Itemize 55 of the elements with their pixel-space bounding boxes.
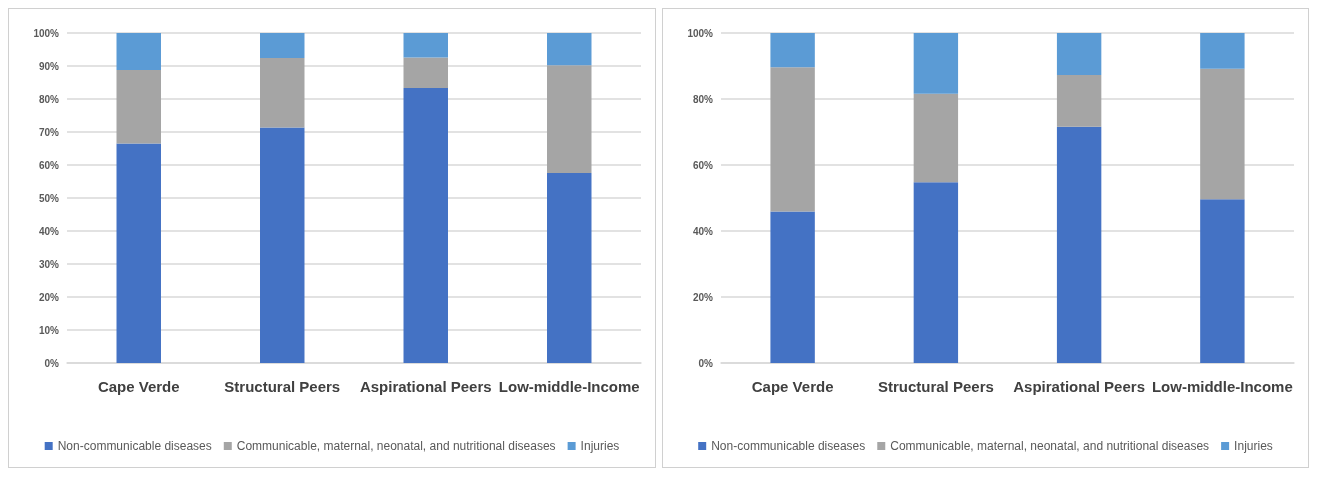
legend-label: Injuries [580, 439, 620, 453]
bar [770, 67, 815, 212]
bar [913, 182, 959, 363]
bar [770, 211, 815, 363]
y-tick-label: 50% [38, 192, 60, 204]
legend-label: Communicable, maternal, neonatal, and nutritional diseases [236, 439, 556, 453]
bar [770, 33, 815, 68]
bar [116, 69, 161, 144]
bar [1056, 126, 1102, 363]
y-tick-label: 0% [44, 357, 60, 369]
bar [260, 58, 305, 128]
y-tick-label: 40% [692, 225, 714, 237]
y-tick-label: 100% [33, 27, 60, 39]
legend-label: Communicable, maternal, neonatal, and nutritional diseases [890, 439, 1210, 453]
y-tick-label: 60% [692, 159, 714, 171]
x-tick-label: Aspirational Peers [1013, 378, 1145, 395]
bar [913, 93, 959, 183]
y-tick-label: 80% [692, 93, 714, 105]
bar [1056, 33, 1102, 75]
y-tick-label: 60% [38, 159, 60, 171]
legend-label: Injuries [1234, 439, 1273, 453]
y-tick-label: 80% [38, 93, 60, 105]
bar [403, 33, 448, 58]
bar [547, 33, 592, 66]
y-tick-label: 70% [38, 126, 60, 138]
bar [403, 57, 448, 89]
y-tick-label: 20% [38, 291, 60, 303]
y-tick-label: 90% [38, 60, 60, 72]
x-tick-label: Structural Peers [224, 378, 341, 395]
bar [547, 172, 592, 363]
bar [260, 33, 305, 59]
bar [403, 88, 448, 363]
y-tick-label: 0% [698, 357, 714, 369]
x-tick-label: Low-middle-Income [498, 378, 640, 395]
legend-label: Non-communicable diseases [711, 439, 866, 453]
legend-label: Non-communicable diseases [57, 439, 212, 453]
y-tick-label: 100% [687, 27, 714, 39]
bar [913, 33, 959, 94]
y-tick-label: 40% [38, 225, 60, 237]
x-tick-label: Cape Verde [97, 378, 180, 395]
y-tick-label: 10% [38, 324, 60, 336]
y-tick-label: 20% [692, 291, 714, 303]
x-tick-label: Low-middle-Income [1151, 378, 1293, 395]
bar [116, 143, 161, 363]
bar [260, 127, 305, 363]
x-tick-label: Aspirational Peers [359, 378, 492, 395]
x-tick-label: Cape Verde [751, 378, 834, 395]
bar [1056, 74, 1102, 127]
bar [116, 33, 161, 70]
bar [1200, 199, 1245, 363]
bar [547, 65, 592, 173]
x-tick-label: Structural Peers [877, 378, 994, 395]
bar [1200, 33, 1245, 69]
bar [1200, 68, 1245, 200]
y-tick-label: 30% [38, 258, 60, 270]
